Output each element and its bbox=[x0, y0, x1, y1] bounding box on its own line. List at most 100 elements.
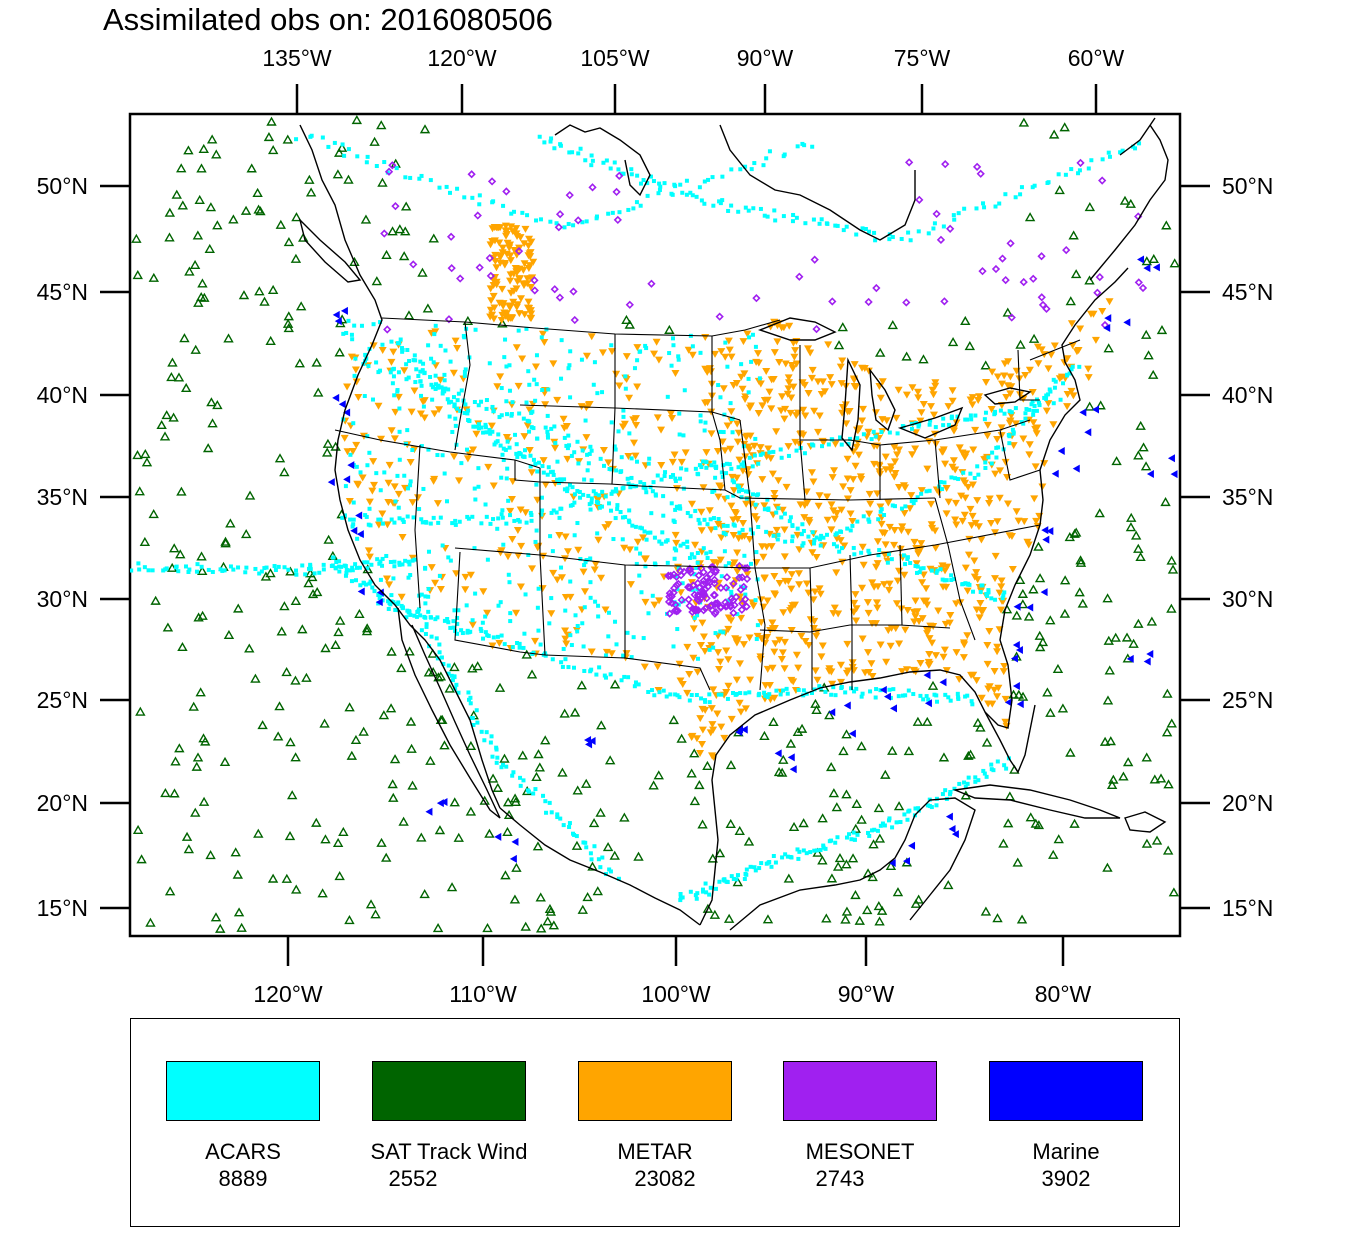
obs-sat-track-wind bbox=[189, 259, 201, 270]
obs-metar bbox=[944, 498, 953, 506]
obs-acars bbox=[589, 496, 594, 501]
obs-acars bbox=[935, 699, 940, 704]
obs-sat-track-wind bbox=[668, 714, 679, 725]
obs-mesonet bbox=[743, 563, 752, 573]
obs-metar bbox=[846, 487, 855, 495]
obs-acars bbox=[873, 238, 878, 243]
obs-acars bbox=[675, 627, 680, 632]
obs-acars bbox=[465, 411, 470, 416]
obs-mesonet bbox=[588, 183, 597, 192]
obs-metar bbox=[495, 239, 504, 247]
obs-sat-track-wind bbox=[238, 290, 250, 300]
obs-sat-track-wind bbox=[1052, 663, 1064, 674]
obs-acars bbox=[676, 354, 681, 359]
obs-acars bbox=[610, 210, 615, 215]
obs-metar bbox=[491, 257, 500, 265]
obs-acars bbox=[561, 646, 566, 651]
obs-metar bbox=[632, 422, 641, 430]
obs-metar bbox=[1005, 532, 1014, 540]
obs-acars bbox=[707, 692, 712, 697]
obs-metar bbox=[784, 385, 793, 393]
obs-metar bbox=[775, 636, 784, 644]
obs-sat-track-wind bbox=[267, 873, 279, 883]
obs-acars bbox=[895, 431, 900, 436]
obs-sat-track-wind bbox=[246, 163, 257, 173]
obs-acars bbox=[731, 876, 736, 881]
obs-marine bbox=[584, 736, 592, 745]
obs-acars bbox=[952, 786, 957, 791]
obs-marine bbox=[327, 478, 335, 487]
obs-metar bbox=[622, 353, 631, 361]
obs-sat-track-wind bbox=[981, 737, 993, 747]
obs-acars bbox=[506, 498, 511, 503]
obs-acars bbox=[417, 176, 422, 181]
obs-acars bbox=[838, 435, 843, 440]
obs-acars bbox=[649, 511, 654, 516]
obs-marine bbox=[440, 797, 448, 806]
obs-marine bbox=[1152, 263, 1160, 272]
obs-mesonet bbox=[694, 571, 703, 580]
obs-metar bbox=[859, 405, 868, 413]
obs-sat-track-wind bbox=[1084, 275, 1095, 285]
obs-metar bbox=[917, 487, 926, 495]
obs-acars bbox=[707, 647, 712, 652]
obs-metar bbox=[469, 446, 478, 454]
obs-acars bbox=[351, 517, 356, 522]
obs-metar bbox=[949, 457, 958, 465]
obs-sat-track-wind bbox=[1068, 230, 1079, 240]
obs-acars bbox=[476, 403, 481, 408]
obs-acars bbox=[697, 521, 702, 526]
obs-sat-track-wind bbox=[851, 798, 862, 809]
obs-acars bbox=[876, 553, 881, 558]
obs-acars bbox=[445, 499, 450, 504]
obs-metar bbox=[489, 482, 498, 490]
obs-acars bbox=[621, 653, 626, 658]
obs-metar bbox=[997, 577, 1006, 585]
obs-sat-track-wind bbox=[173, 372, 185, 382]
obs-metar bbox=[955, 444, 964, 452]
obs-acars bbox=[194, 569, 199, 574]
obs-acars bbox=[762, 507, 767, 512]
obs-sat-track-wind bbox=[285, 737, 296, 747]
obs-acars bbox=[835, 835, 840, 840]
obs-metar bbox=[732, 474, 741, 482]
obs-acars bbox=[400, 349, 405, 354]
obs-acars bbox=[717, 879, 722, 884]
obs-sat-track-wind bbox=[132, 824, 144, 835]
obs-acars bbox=[206, 567, 211, 572]
obs-acars bbox=[696, 472, 701, 477]
obs-acars bbox=[611, 537, 616, 542]
legend: ACARS 8889 SAT Track Wind 2552 METAR 230… bbox=[130, 1018, 1180, 1227]
obs-acars bbox=[695, 613, 700, 618]
obs-metar bbox=[1012, 508, 1021, 516]
obs-metar bbox=[509, 298, 518, 306]
obs-acars bbox=[453, 423, 458, 428]
obs-acars bbox=[915, 495, 920, 500]
obs-metar bbox=[727, 715, 736, 723]
obs-acars bbox=[746, 390, 751, 395]
obs-acars bbox=[415, 609, 420, 614]
obs-metar bbox=[670, 451, 679, 459]
obs-acars bbox=[507, 388, 512, 393]
right-lat-label: 45°N bbox=[1222, 279, 1273, 305]
obs-sat-track-wind bbox=[344, 702, 355, 712]
obs-metar bbox=[1034, 360, 1043, 368]
obs-acars bbox=[705, 522, 710, 527]
obs-acars bbox=[956, 211, 961, 216]
obs-acars bbox=[681, 433, 686, 438]
obs-acars bbox=[924, 694, 929, 699]
obs-sat-track-wind bbox=[773, 767, 785, 777]
obs-metar bbox=[378, 346, 387, 354]
obs-acars bbox=[757, 376, 762, 381]
obs-sat-track-wind bbox=[1017, 691, 1029, 701]
obs-acars bbox=[775, 537, 780, 542]
obs-sat-track-wind bbox=[433, 672, 444, 682]
obs-acars bbox=[940, 487, 945, 492]
obs-metar bbox=[468, 621, 477, 629]
obs-metar bbox=[993, 373, 1002, 381]
obs-acars bbox=[563, 608, 568, 613]
obs-acars bbox=[720, 198, 725, 203]
obs-metar bbox=[972, 606, 981, 614]
obs-metar bbox=[795, 570, 804, 578]
obs-mesonet bbox=[735, 561, 744, 571]
